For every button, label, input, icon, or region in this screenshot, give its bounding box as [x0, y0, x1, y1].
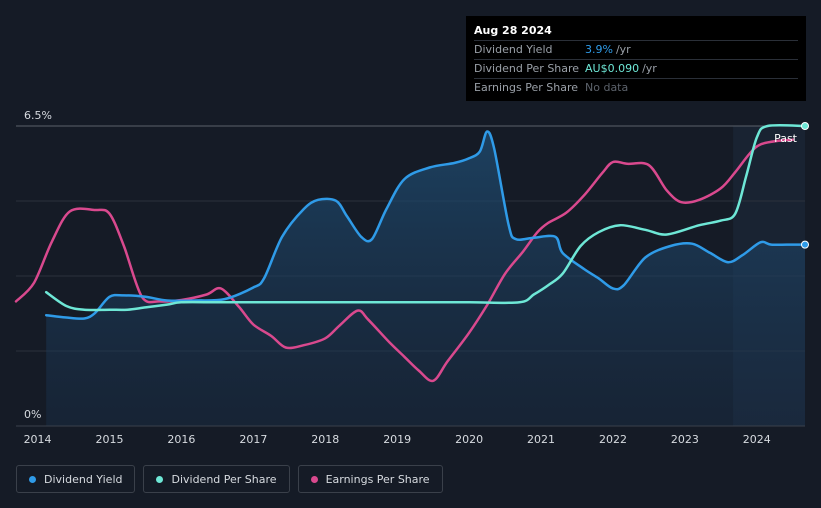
x-tick-label: 2014: [24, 433, 52, 446]
dividend-per-share-end-marker: [801, 122, 809, 130]
dividend-yield-area: [46, 131, 805, 426]
x-tick-label: 2015: [96, 433, 124, 446]
legend-label: Dividend Yield: [44, 472, 123, 486]
hover-tooltip: Aug 28 2024 Dividend Yield 3.9% /yr Divi…: [466, 16, 806, 101]
tooltip-row-earnings-per-share: Earnings Per Share No data: [474, 78, 798, 97]
tooltip-row-dividend-yield: Dividend Yield 3.9% /yr: [474, 40, 798, 59]
x-tick-label: 2024: [743, 433, 771, 446]
chart-legend: Dividend Yield Dividend Per Share Earnin…: [16, 465, 443, 493]
tooltip-value: No data: [585, 81, 629, 94]
legend-label: Dividend Per Share: [171, 472, 277, 486]
x-tick-label: 2018: [311, 433, 339, 446]
x-tick-label: 2016: [167, 433, 195, 446]
tooltip-label: Dividend Per Share: [474, 62, 580, 75]
x-tick-label: 2017: [239, 433, 267, 446]
tooltip-unit: /yr: [642, 62, 657, 75]
legend-dot-icon: [156, 475, 164, 483]
past-label: Past: [774, 132, 798, 145]
x-tick-label: 2019: [383, 433, 411, 446]
tooltip-label: Dividend Yield: [474, 43, 553, 56]
y-axis-bottom-label: 0%: [24, 408, 41, 421]
legend-dot-icon: [29, 475, 36, 483]
tooltip-value: 3.9%: [585, 43, 613, 56]
legend-label: Earnings Per Share: [325, 472, 430, 486]
y-axis-top-label: 6.5%: [24, 109, 52, 122]
dividend-yield-line: [44, 130, 807, 320]
tooltip-row-dividend-per-share: Dividend Per Share AU$0.090 /yr: [474, 59, 798, 78]
x-tick-label: 2022: [599, 433, 627, 446]
x-tick-label: 2021: [527, 433, 555, 446]
tooltip-value: AU$0.090: [585, 62, 640, 75]
legend-item-earnings-per-share[interactable]: Earnings Per Share: [297, 465, 443, 493]
dividend-per-share-line: [44, 123, 807, 312]
tooltip-label: Earnings Per Share: [474, 81, 579, 94]
tooltip-date: Aug 28 2024: [474, 24, 552, 37]
legend-dot-icon: [310, 475, 318, 483]
legend-item-dividend-yield[interactable]: Dividend Yield: [16, 465, 136, 493]
tooltip-unit: /yr: [615, 43, 631, 56]
legend-item-dividend-per-share[interactable]: Dividend Per Share: [143, 465, 290, 493]
earnings-per-share-line: [14, 138, 795, 383]
dividend-yield-end-marker: [801, 240, 809, 249]
x-tick-label: 2020: [455, 433, 483, 446]
x-tick-label: 2023: [671, 433, 699, 446]
